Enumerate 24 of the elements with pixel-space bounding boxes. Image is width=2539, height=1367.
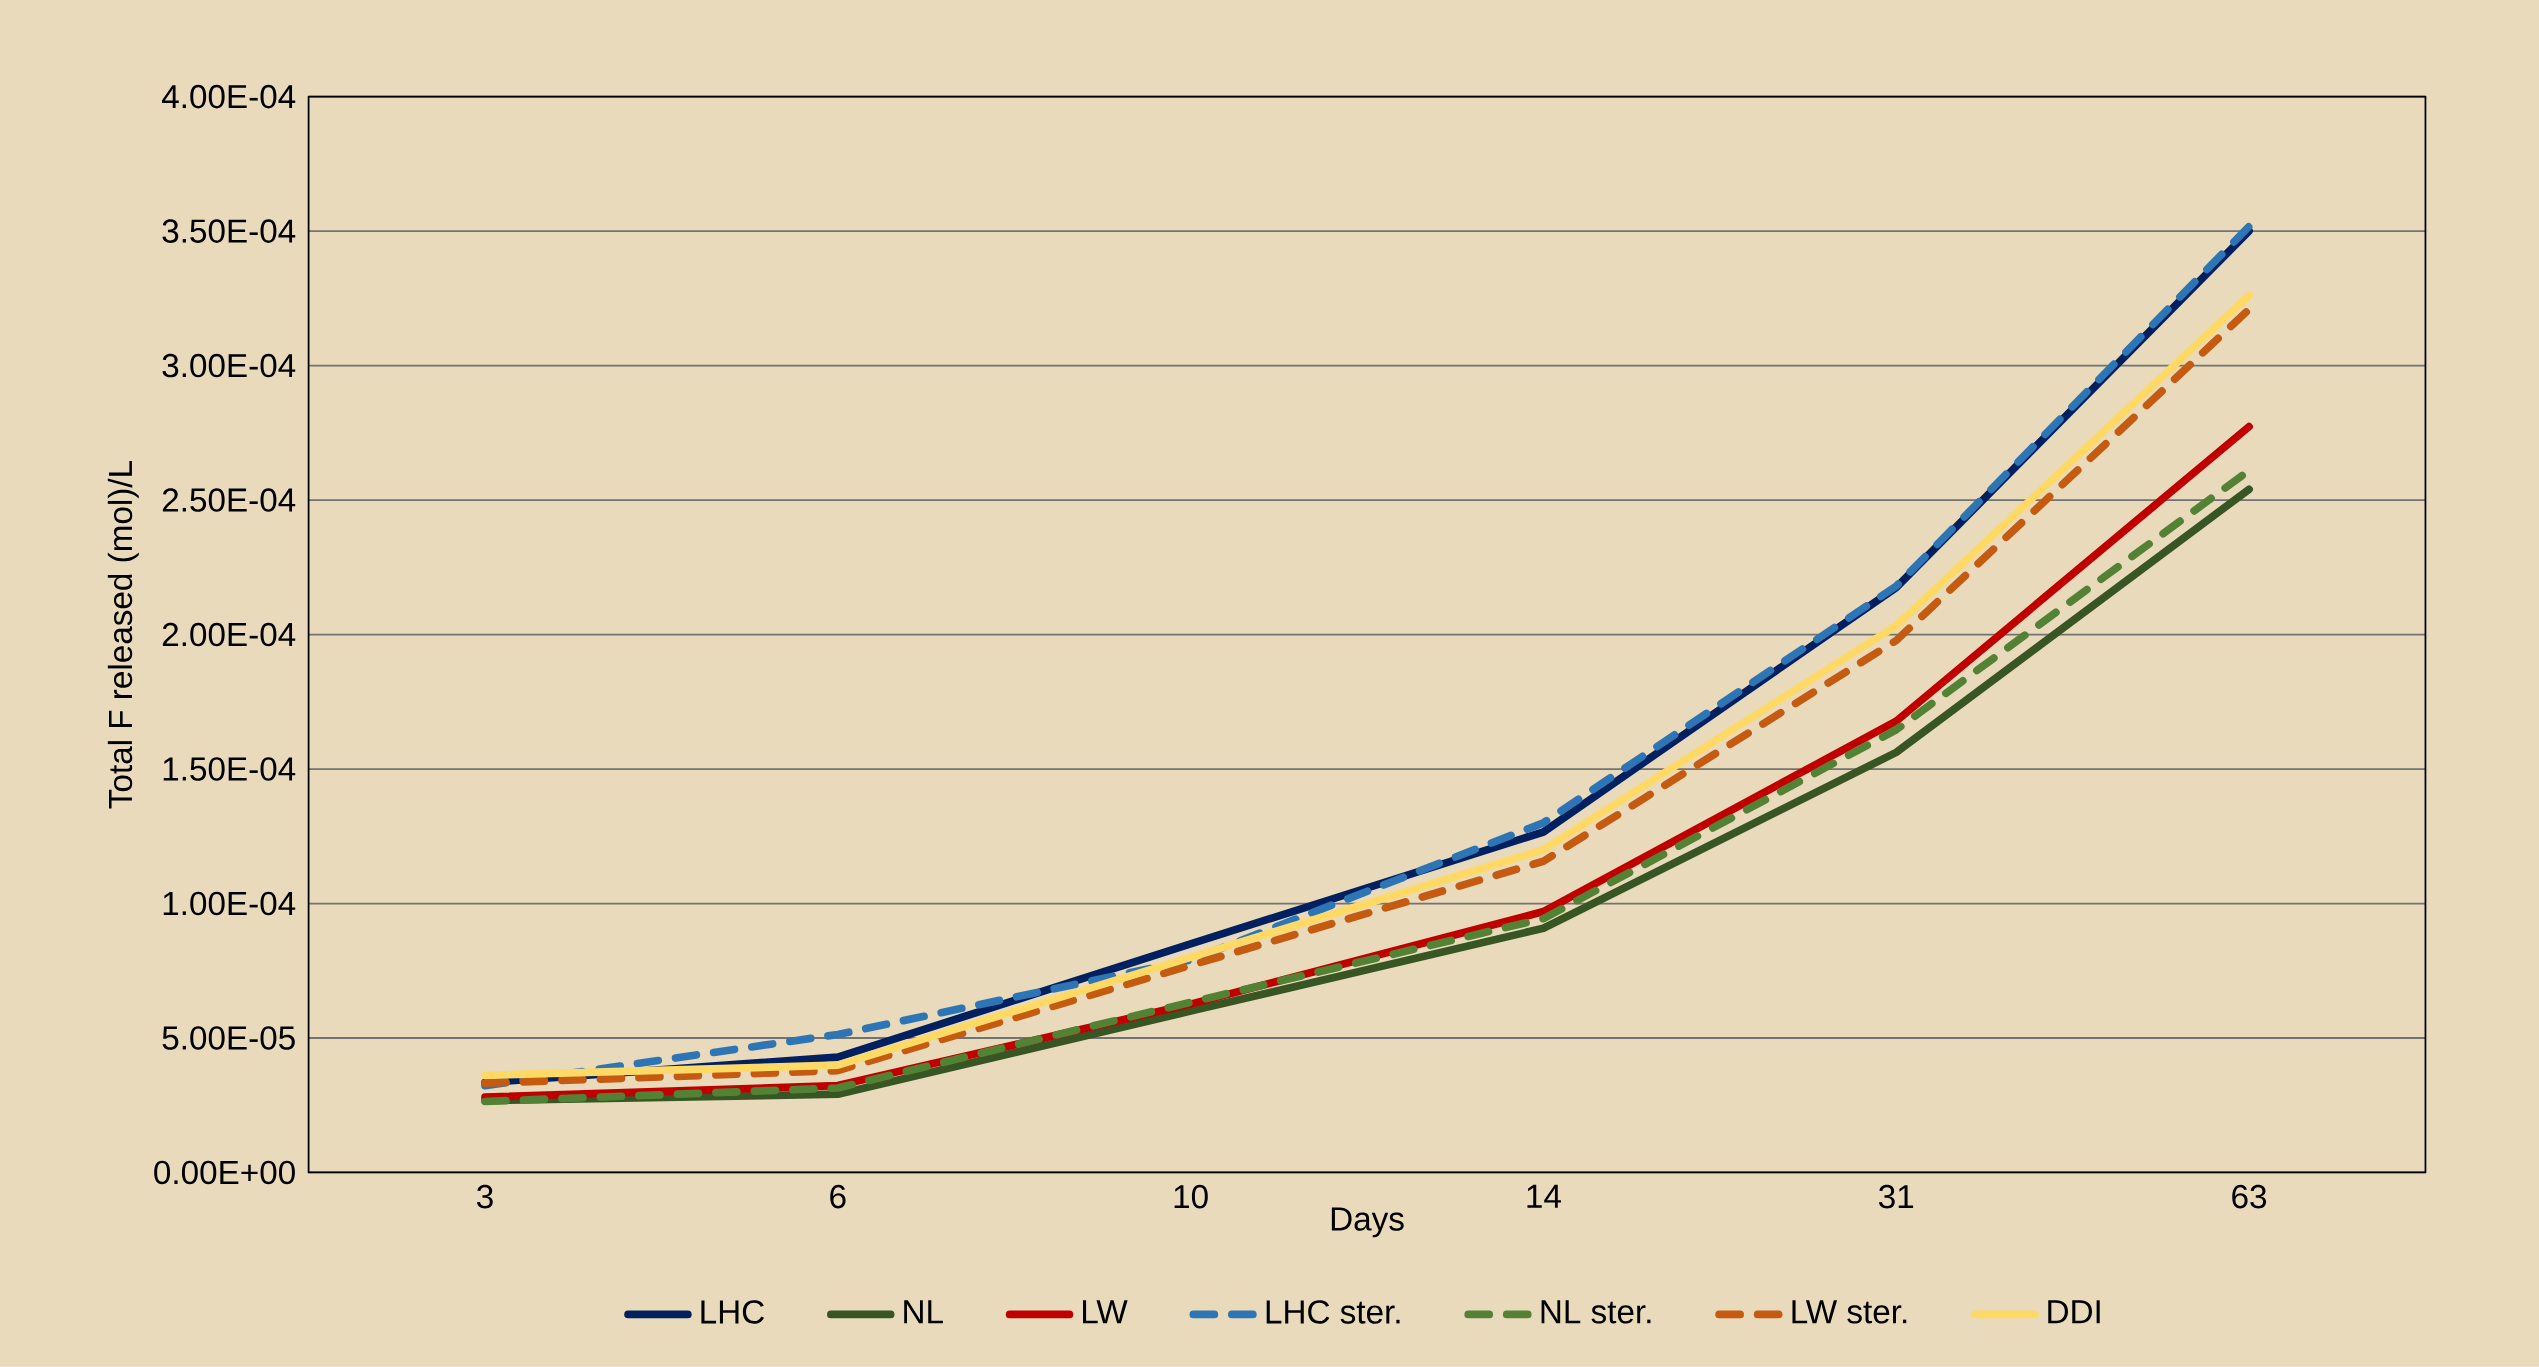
y-tick-label: 4.00E-04 xyxy=(161,84,296,109)
x-tick-label: 10 xyxy=(1174,1184,1208,1209)
y-tick-label: 0.00E+00 xyxy=(154,1160,295,1185)
legend-label: NL xyxy=(904,1300,943,1324)
y-tick-label: 3.00E-04 xyxy=(162,353,296,378)
y-axis-title: Total F released (mol)/L xyxy=(107,461,139,809)
legend-label: LHC ster. xyxy=(1266,1300,1400,1324)
legend-label: DDI xyxy=(2048,1300,2100,1324)
x-axis-title: Days xyxy=(1331,1207,1404,1238)
y-tick-label: 5.00E-05 xyxy=(162,1026,295,1050)
x-tick-label: 63 xyxy=(2232,1184,2267,1209)
x-tick-label: 3 xyxy=(477,1184,493,1209)
legend-label: LHC xyxy=(701,1300,764,1324)
legend-label: NL ster. xyxy=(1541,1300,1651,1324)
legend-label: LW xyxy=(1083,1300,1128,1324)
y-tick-label: 2.50E-04 xyxy=(162,488,296,512)
x-tick-label: 6 xyxy=(830,1184,846,1209)
y-tick-label: 1.00E-04 xyxy=(163,891,296,916)
x-tick-label: 31 xyxy=(1879,1184,1914,1209)
y-tick-label: 2.00E-04 xyxy=(162,622,296,647)
legend-label: LW ster. xyxy=(1792,1300,1907,1324)
y-tick-label: 1.50E-04 xyxy=(163,757,296,781)
y-tick-label: 3.50E-04 xyxy=(162,219,296,243)
x-tick-label: 14 xyxy=(1527,1184,1561,1208)
